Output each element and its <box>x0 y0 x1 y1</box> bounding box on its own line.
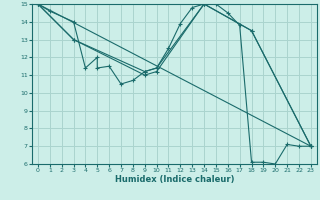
X-axis label: Humidex (Indice chaleur): Humidex (Indice chaleur) <box>115 175 234 184</box>
